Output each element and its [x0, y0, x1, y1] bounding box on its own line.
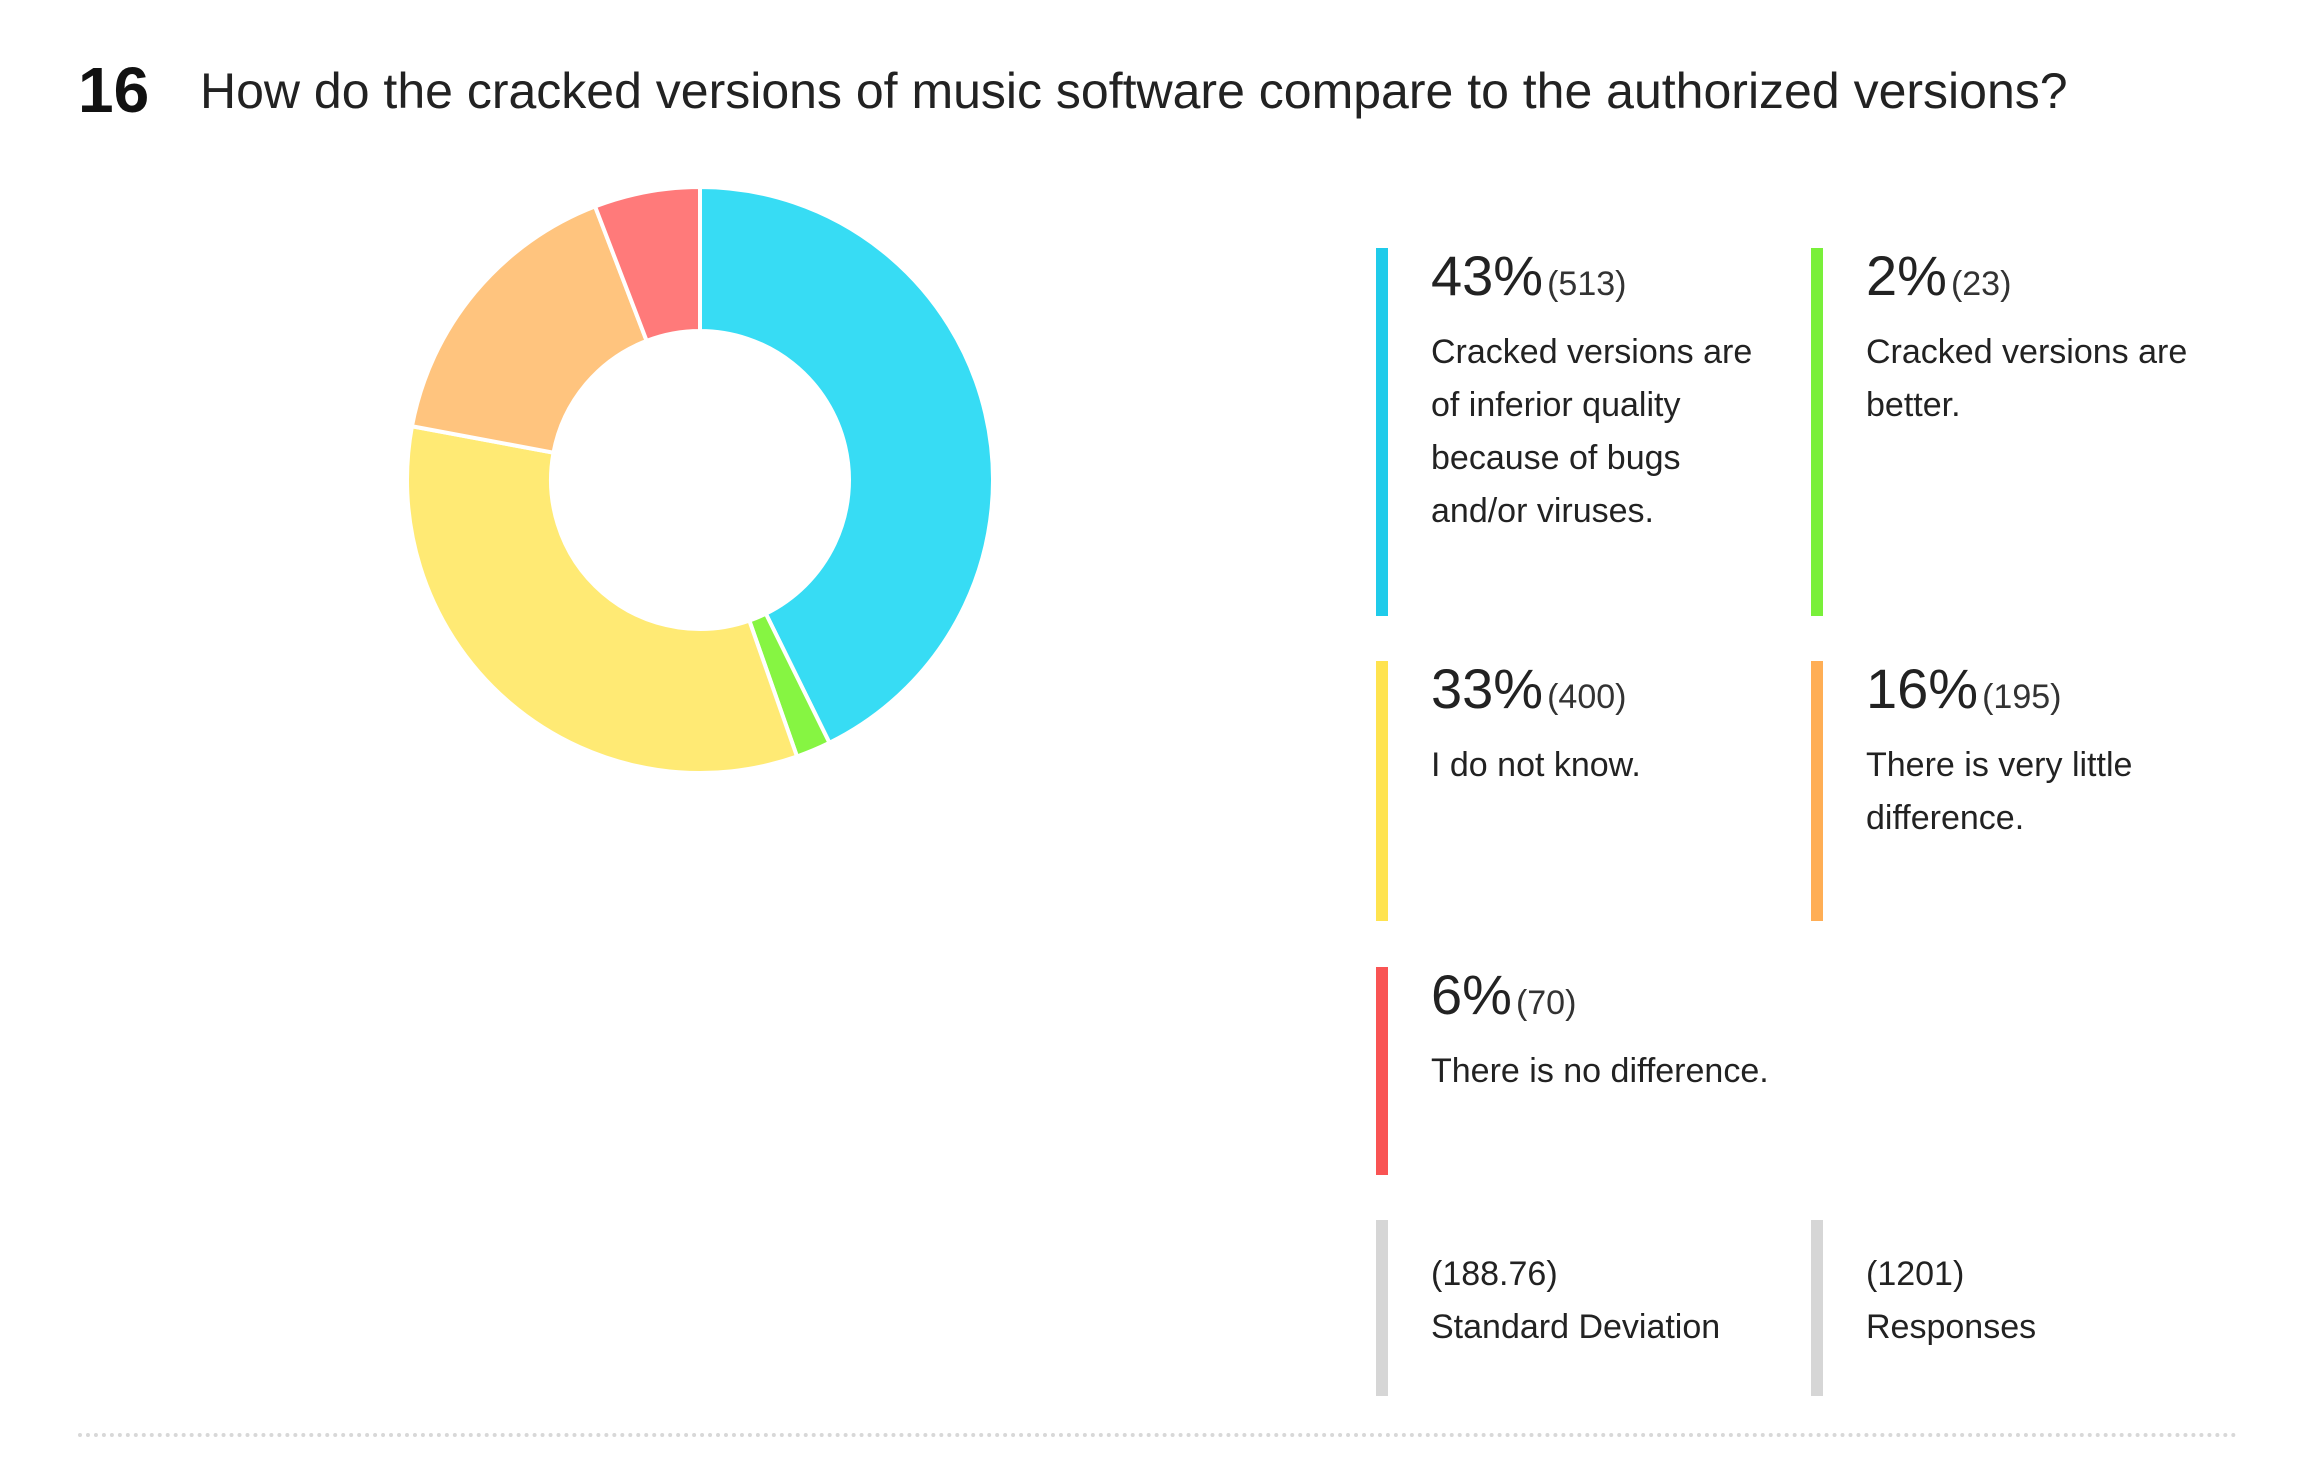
- slice-no-difference: [592, 184, 702, 344]
- legend-count: (513): [1547, 265, 1627, 303]
- legend-label: I do not know.: [1431, 746, 1641, 784]
- legend-count: (70): [1515, 984, 1577, 1022]
- legend-percent: 33%: [1431, 657, 1544, 720]
- section-divider: [78, 1433, 2238, 1437]
- legend-count: (23): [1950, 265, 2012, 303]
- stat-color-bar: [1811, 1220, 1823, 1396]
- legend-percent: 43%: [1431, 244, 1544, 307]
- responses-value: (1201): [1866, 1255, 1965, 1293]
- legend-count: (400): [1547, 678, 1627, 716]
- std-dev-value: (188.76): [1431, 1255, 1558, 1293]
- slice-do-not-know: [405, 423, 800, 775]
- question-number: 16: [78, 54, 150, 126]
- legend-percent: 16%: [1866, 657, 1979, 720]
- legend-color-bar: [1376, 248, 1388, 616]
- legend-color-bar: [1811, 661, 1823, 921]
- legend-color-bar: [1376, 661, 1388, 921]
- question-title: How do the cracked versions of music sof…: [200, 63, 2068, 119]
- responses-label: Responses: [1866, 1308, 2037, 1346]
- slice-inferior-quality: [698, 184, 995, 746]
- slice-very-little-difference: [409, 203, 650, 456]
- legend-percent: 6%: [1431, 963, 1512, 1026]
- legend-color-bar: [1376, 967, 1388, 1175]
- legend-count: (195): [1982, 678, 2062, 716]
- legend-label: There is very little difference.: [1866, 746, 2133, 837]
- legend-label: Cracked versions are better.: [1866, 333, 2188, 424]
- std-dev-label: Standard Deviation: [1431, 1308, 1721, 1346]
- legend-label: Cracked versions are of inferior quality…: [1431, 333, 1753, 530]
- legend-percent: 2%: [1866, 244, 1947, 307]
- stat-color-bar: [1376, 1220, 1388, 1396]
- legend-label: There is no difference.: [1431, 1052, 1769, 1090]
- legend-color-bar: [1811, 248, 1823, 616]
- donut-chart: [405, 184, 995, 775]
